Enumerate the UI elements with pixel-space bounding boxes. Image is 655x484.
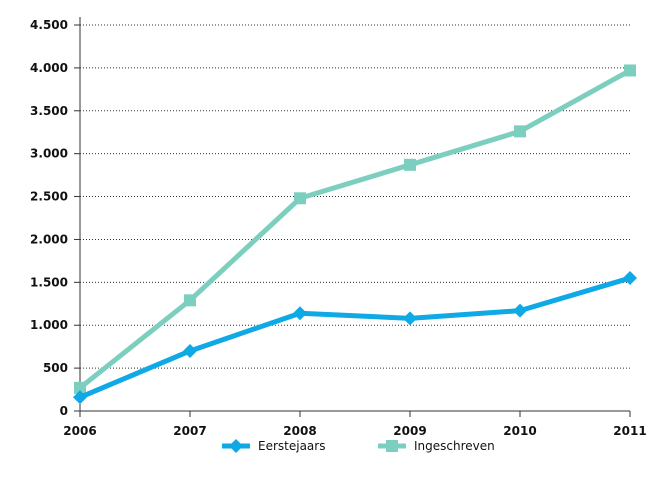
series-lines	[73, 64, 637, 405]
y-tick-label: 3.000	[30, 147, 68, 161]
data-point-ingeschreven	[514, 125, 526, 138]
y-tick-label: 3.500	[30, 104, 68, 118]
x-tick-label: 2007	[173, 424, 206, 438]
y-tick-label: 0	[60, 404, 68, 418]
y-tick-label: 1.500	[30, 275, 68, 289]
series-ingeschreven	[74, 64, 636, 394]
legend-label-ingeschreven: Ingeschreven	[414, 439, 495, 453]
series-line-ingeschreven	[77, 67, 633, 391]
legend-marker-eerstejaars	[229, 439, 243, 453]
x-tick-label: 2006	[63, 424, 96, 438]
series-line-eerstejaars	[77, 275, 633, 400]
y-tick-label: 500	[43, 361, 68, 375]
y-tick-label: 2.500	[30, 190, 68, 204]
legend-label-eerstejaars: Eerstejaars	[258, 439, 325, 453]
y-tick-label: 2.000	[30, 232, 68, 246]
x-tick-label: 2010	[503, 424, 536, 438]
axes: 0 500 1.000 1.500 2.000 2.500 3.000 3.500 4.000 4…	[30, 17, 647, 438]
data-point-ingeschreven	[74, 381, 86, 394]
legend: Eerstejaars Ingeschreven	[222, 439, 495, 453]
y-tick-label: 4.000	[30, 61, 68, 75]
data-point-eerstejaars	[513, 303, 527, 318]
x-tick-label: 2008	[283, 424, 316, 438]
data-point-eerstejaars	[293, 306, 307, 321]
legend-marker-ingeschreven	[386, 440, 398, 452]
data-point-ingeschreven	[624, 64, 636, 77]
data-point-eerstejaars	[623, 271, 637, 286]
series-eerstejaars	[73, 271, 637, 405]
data-point-eerstejaars	[183, 343, 197, 358]
data-point-ingeschreven	[404, 158, 416, 171]
y-tick-label: 1.000	[30, 318, 68, 332]
data-point-ingeschreven	[294, 192, 306, 205]
data-point-ingeschreven	[184, 294, 196, 307]
x-tick-label: 2009	[393, 424, 426, 438]
y-tick-label: 4.500	[30, 18, 68, 32]
legend-item-eerstejaars: Eerstejaars	[222, 439, 325, 453]
legend-item-ingeschreven: Ingeschreven	[378, 439, 495, 453]
data-point-eerstejaars	[73, 390, 87, 405]
x-tick-label: 2011	[613, 424, 646, 438]
data-point-eerstejaars	[403, 311, 417, 326]
